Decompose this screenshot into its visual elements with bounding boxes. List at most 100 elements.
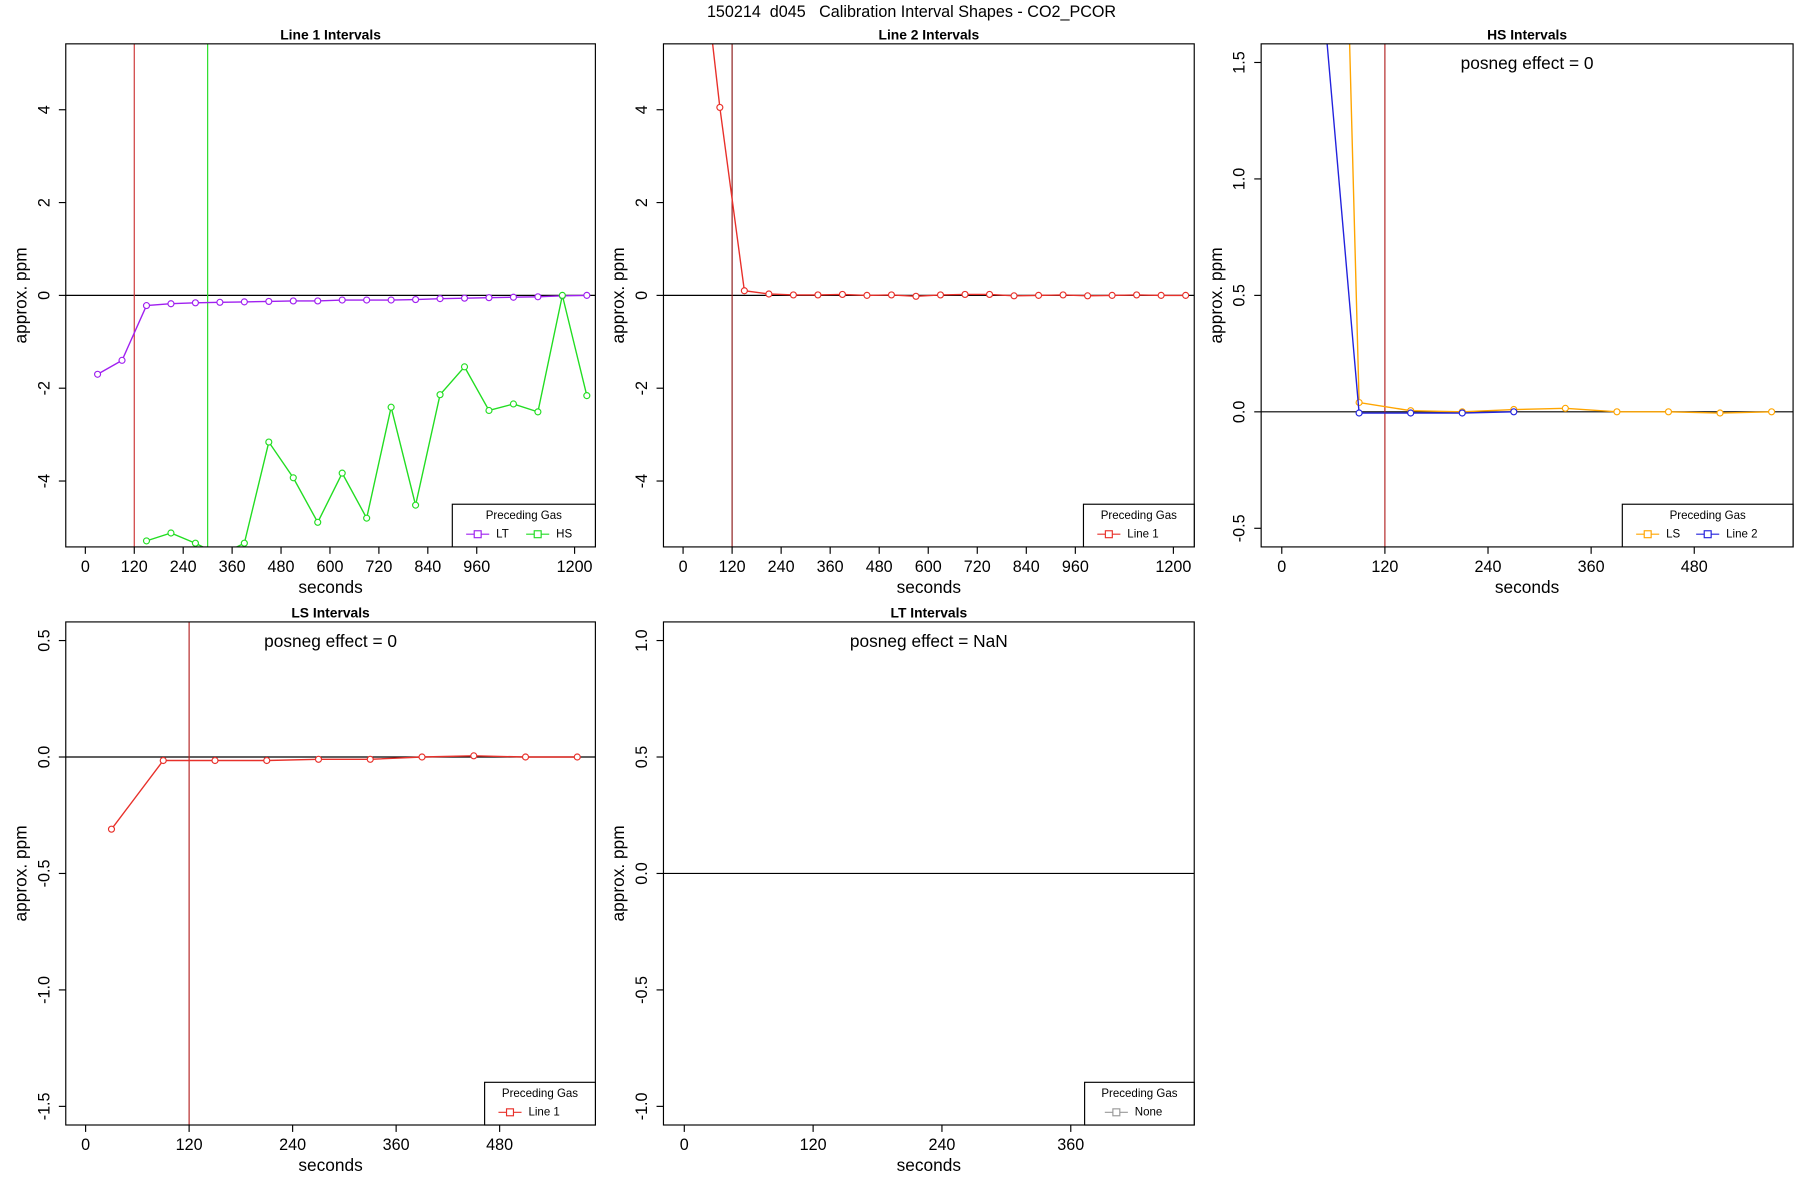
data-point (1133, 291, 1141, 299)
y-tick-label: -0.5 (35, 860, 53, 888)
data-point (1108, 291, 1116, 299)
data-point (265, 297, 273, 305)
data-point (1010, 292, 1018, 300)
annotation: posneg effect = NaN (850, 631, 1008, 651)
data-point (1084, 292, 1092, 300)
panel: 0 120 240 360 480 -0.5 0.0 0.5 1.0 1.5 HS Interval… (1206, 26, 1794, 597)
data-point (366, 755, 374, 763)
x-tick-label: 240 (1475, 558, 1502, 576)
data-point (142, 537, 151, 545)
legend-label: Line 1 (528, 1106, 559, 1118)
x-axis-label: seconds (1495, 577, 1560, 597)
data-point (265, 438, 273, 446)
panel-title: Line 2 Intervals (879, 26, 980, 42)
legend-title: Preceding Gas (1101, 510, 1177, 522)
plot-area: 150214 d045 Calibration Interval Shapes … (10, 3, 1794, 1175)
panel: 0 120 240 360 -1.0 -0.5 0.0 0.5 1.0 LT Intervals s… (608, 605, 1195, 1175)
x-tick-label: 840 (414, 558, 441, 576)
y-axis-label: approx. ppm (608, 825, 628, 921)
data-point (1768, 408, 1776, 416)
data-point (765, 290, 773, 298)
data-point (1157, 291, 1165, 299)
data-point (1664, 408, 1673, 416)
x-axis-label: seconds (298, 577, 363, 597)
data-point (167, 300, 175, 308)
x-tick-label: 960 (1062, 558, 1089, 576)
series-line (110, 755, 578, 830)
data-point (1510, 408, 1518, 416)
plot-region (663, 43, 1195, 547)
data-point (1182, 291, 1190, 299)
data-point (93, 370, 102, 378)
data-point (142, 302, 151, 310)
x-tick-label: 360 (1057, 1136, 1084, 1154)
y-tick-label: -0.5 (1231, 514, 1249, 542)
data-point (314, 755, 323, 763)
data-point (167, 529, 175, 537)
plot-region (65, 43, 596, 547)
panel-title: LS Intervals (291, 605, 370, 621)
data-point (534, 408, 542, 416)
data-point (412, 295, 420, 304)
data-point (436, 295, 444, 303)
x-tick-label: 480 (268, 558, 295, 576)
data-point (1561, 404, 1569, 412)
data-point (191, 299, 199, 307)
data-point (961, 290, 969, 299)
y-tick-label: -4 (633, 474, 651, 488)
y-tick-label: 0 (633, 291, 651, 300)
x-tick-label: 0 (680, 1136, 689, 1154)
y-tick-label: -4 (35, 474, 53, 488)
data-point (191, 539, 199, 547)
annotation: posneg effect = 0 (264, 631, 397, 651)
legend-box (1621, 503, 1794, 548)
y-tick-label: 0.5 (35, 629, 53, 651)
y-tick-label: 2 (633, 198, 651, 207)
data-point (314, 297, 322, 305)
data-point (583, 291, 591, 299)
y-tick-label: 1.0 (633, 629, 651, 651)
data-point (1034, 291, 1043, 299)
x-axis-label: seconds (897, 1155, 962, 1175)
y-tick-label: -1.0 (35, 976, 53, 1004)
x-tick-label: 240 (768, 558, 795, 576)
data-point (363, 514, 371, 522)
panel: 0 120 240 360 480 -1.5 -1.0 -0.5 0.0 0.5 LS Interv… (10, 605, 596, 1175)
y-tick-label: 0.0 (633, 862, 651, 884)
data-point (216, 298, 224, 306)
data-point (558, 291, 566, 299)
y-tick-label: -1.0 (633, 1092, 651, 1120)
legend-label: Line 2 (1726, 528, 1757, 540)
legend-title: Preceding Gas (1101, 1088, 1177, 1100)
x-tick-label: 120 (719, 558, 746, 576)
data-point (573, 753, 581, 761)
data-point (912, 292, 920, 300)
legend-label: None (1135, 1106, 1163, 1118)
x-tick-label: 720 (365, 558, 392, 576)
data-point (1716, 409, 1724, 417)
data-point (838, 290, 847, 299)
data-point (387, 403, 395, 411)
data-point (240, 539, 248, 547)
data-point (1458, 409, 1466, 417)
y-axis-label: approx. ppm (10, 825, 30, 921)
y-axis-label: approx. ppm (10, 247, 30, 343)
x-tick-label: 360 (383, 1136, 410, 1154)
data-point (789, 291, 797, 299)
y-tick-label: -2 (35, 381, 53, 395)
x-tick-label: 0 (81, 558, 90, 576)
data-point (159, 756, 167, 765)
x-tick-label: 120 (176, 1136, 203, 1154)
y-tick-label: -0.5 (633, 976, 651, 1004)
legend-marker (1703, 530, 1712, 539)
legend-marker (1104, 530, 1113, 539)
data-point (363, 296, 371, 304)
plot-frame (65, 621, 596, 1126)
x-tick-label: 120 (800, 1136, 827, 1154)
y-tick-label: 1.0 (1231, 168, 1249, 190)
legend-title: Preceding Gas (486, 510, 562, 522)
legend-label: HS (556, 528, 572, 540)
data-point (211, 756, 219, 765)
